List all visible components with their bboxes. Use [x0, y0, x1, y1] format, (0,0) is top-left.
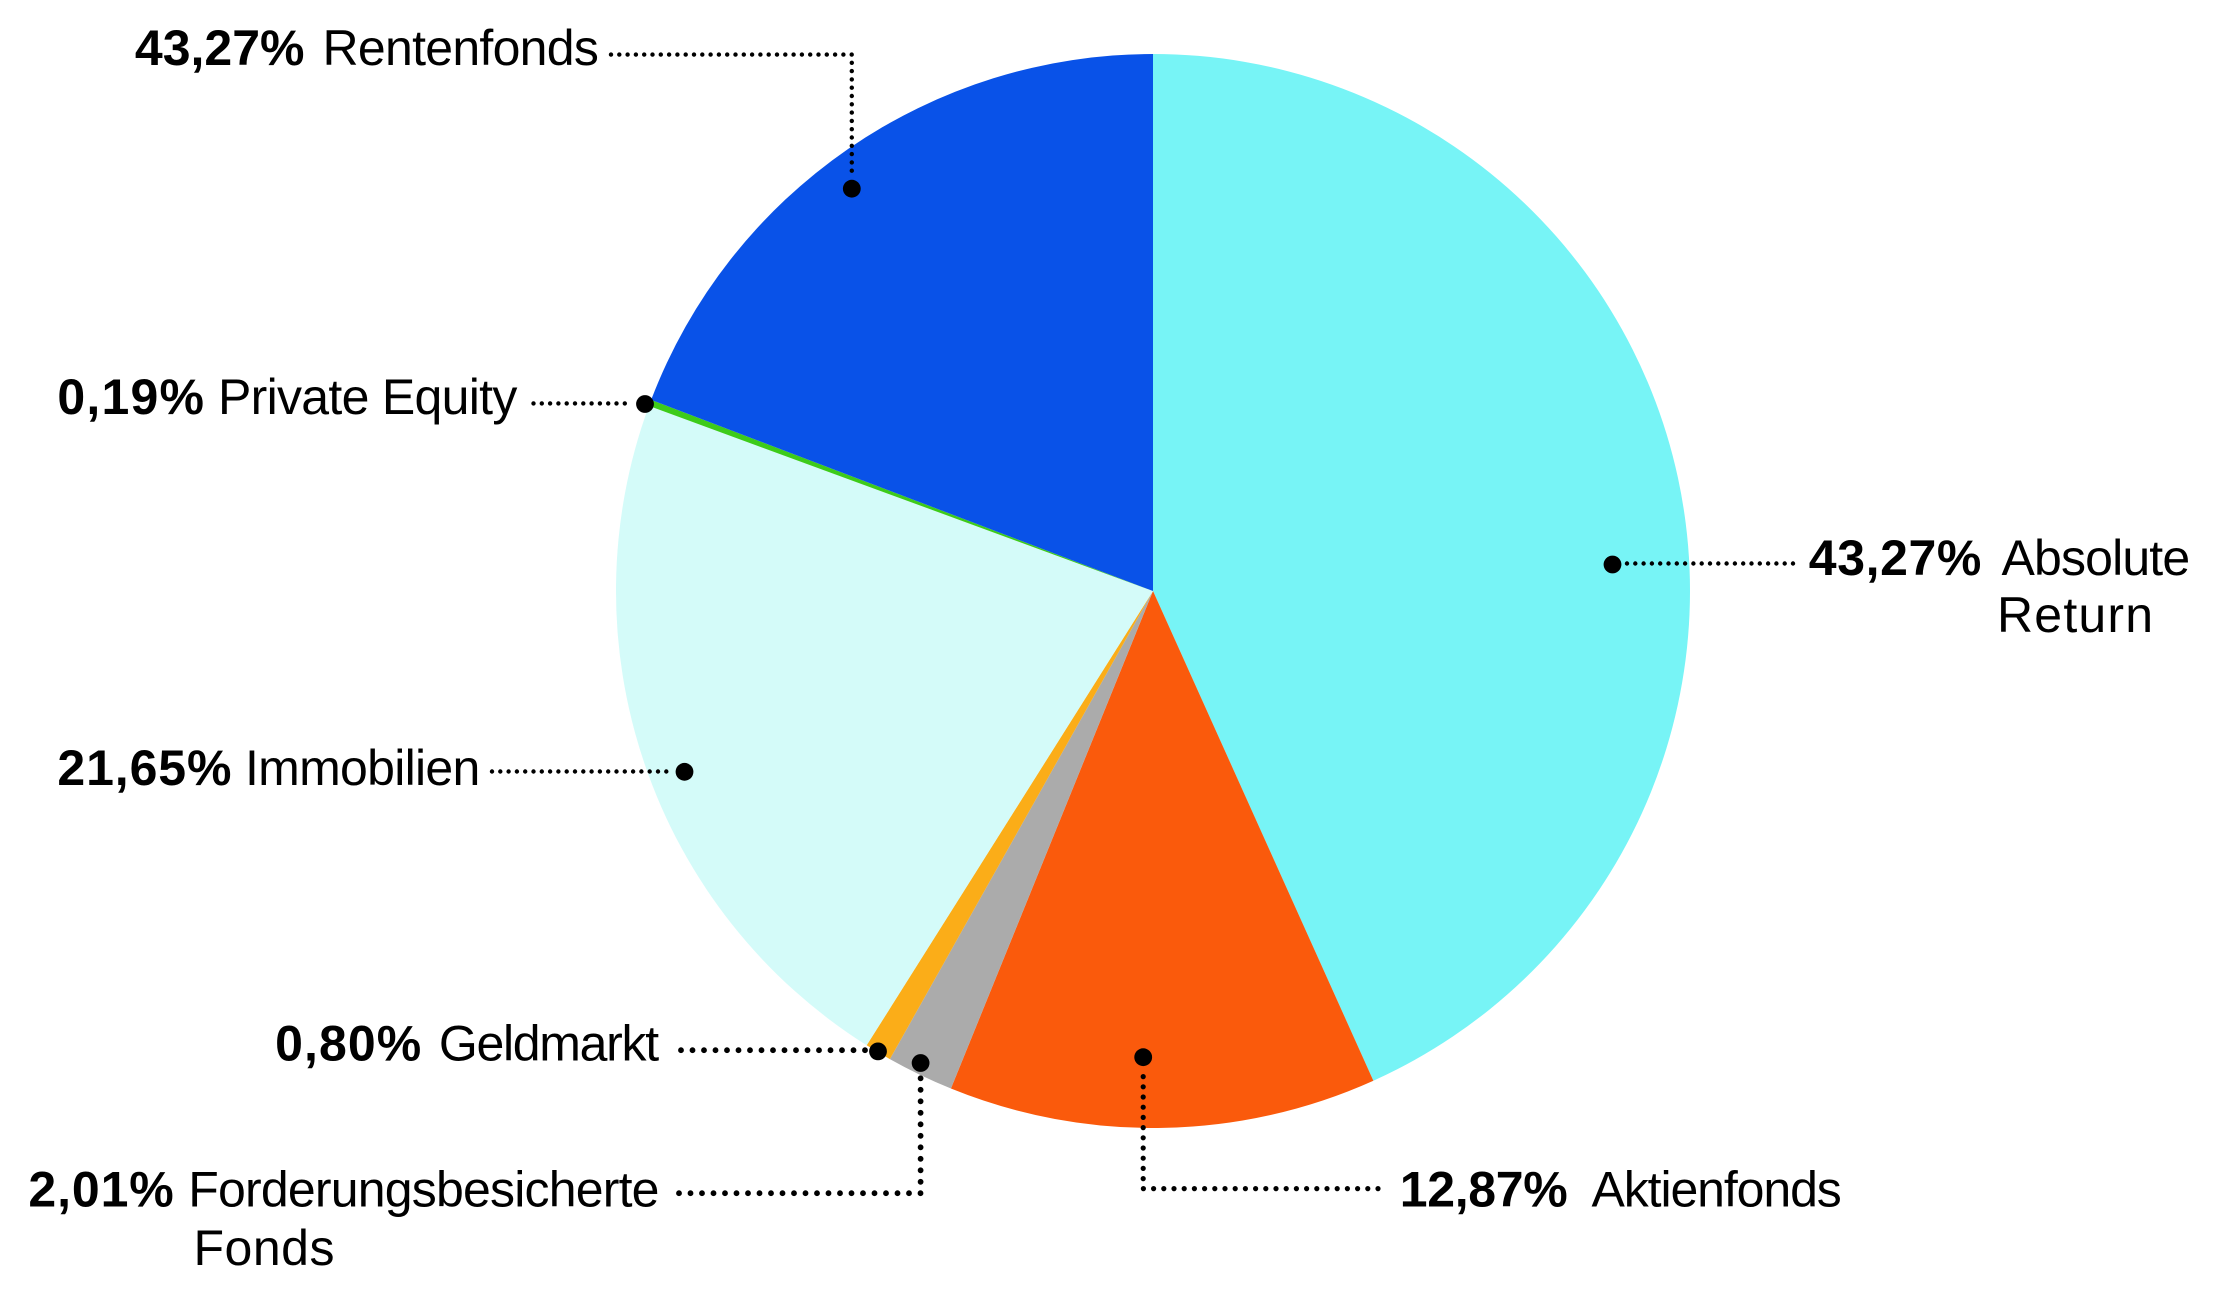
svg-text:Return: Return	[1997, 587, 2154, 643]
svg-text:Private Equity: Private Equity	[218, 369, 517, 425]
svg-text:0,80%: 0,80%	[275, 1016, 422, 1072]
svg-text:Aktienfonds: Aktienfonds	[1592, 1161, 1841, 1217]
svg-text:21,65%: 21,65%	[57, 740, 232, 796]
svg-text:Fonds: Fonds	[194, 1220, 335, 1276]
svg-text:0,19%: 0,19%	[57, 369, 205, 425]
svg-text:Rentenfonds: Rentenfonds	[323, 20, 599, 76]
svg-text:12,87%: 12,87%	[1400, 1161, 1568, 1217]
svg-text:43,27%: 43,27%	[1809, 530, 1982, 586]
svg-text:43,27%: 43,27%	[135, 20, 305, 76]
svg-text:Immobilien: Immobilien	[245, 740, 480, 796]
svg-text:Absolute: Absolute	[2002, 530, 2190, 586]
svg-text:2,01%: 2,01%	[28, 1161, 174, 1217]
svg-text:Forderungsbesicherte: Forderungsbesicherte	[188, 1161, 658, 1217]
svg-text:Geldmarkt: Geldmarkt	[439, 1016, 659, 1072]
